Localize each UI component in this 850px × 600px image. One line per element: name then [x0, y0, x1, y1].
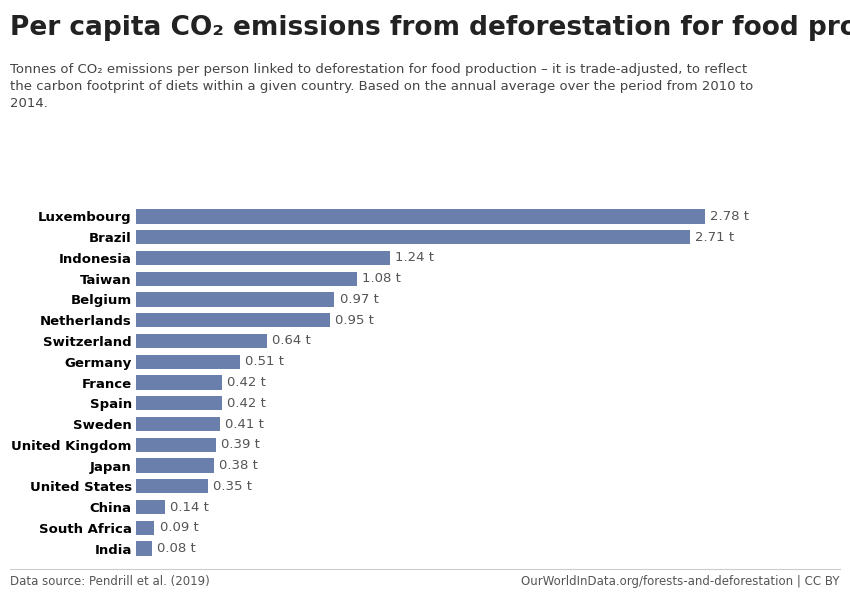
Bar [136, 396, 222, 410]
Text: Data source: Pendrill et al. (2019): Data source: Pendrill et al. (2019) [10, 575, 210, 588]
Bar [136, 417, 220, 431]
Text: 0.95 t: 0.95 t [336, 314, 374, 327]
Text: in Data: in Data [751, 37, 799, 50]
Text: 0.51 t: 0.51 t [246, 355, 285, 368]
Text: Per capita CO₂ emissions from deforestation for food production: Per capita CO₂ emissions from deforestat… [10, 15, 850, 41]
Bar [136, 521, 155, 535]
Text: Our World: Our World [742, 20, 808, 32]
Text: 0.42 t: 0.42 t [227, 397, 266, 410]
Bar [136, 541, 152, 556]
Bar [136, 479, 207, 493]
Bar [136, 230, 690, 244]
Text: Tonnes of CO₂ emissions per person linked to deforestation for food production –: Tonnes of CO₂ emissions per person linke… [10, 63, 753, 110]
Text: 0.14 t: 0.14 t [170, 500, 208, 514]
Bar [136, 438, 216, 452]
Text: 2.71 t: 2.71 t [695, 231, 734, 244]
Text: 0.97 t: 0.97 t [339, 293, 378, 306]
Bar [136, 500, 165, 514]
Bar [136, 292, 334, 307]
Bar [136, 355, 241, 369]
Text: 0.41 t: 0.41 t [225, 418, 264, 431]
Text: 0.42 t: 0.42 t [227, 376, 266, 389]
Bar [136, 251, 389, 265]
Bar [136, 376, 222, 389]
Text: 0.08 t: 0.08 t [157, 542, 196, 555]
Text: 0.38 t: 0.38 t [218, 459, 258, 472]
Bar [136, 313, 331, 327]
Text: 0.64 t: 0.64 t [272, 334, 311, 347]
Bar [136, 458, 213, 473]
Bar [136, 334, 267, 348]
Text: 1.24 t: 1.24 t [394, 251, 434, 265]
Text: 2.78 t: 2.78 t [710, 210, 749, 223]
Text: OurWorldInData.org/forests-and-deforestation | CC BY: OurWorldInData.org/forests-and-deforesta… [521, 575, 840, 588]
Text: 1.08 t: 1.08 t [362, 272, 401, 285]
Text: 0.39 t: 0.39 t [221, 438, 260, 451]
Text: 0.35 t: 0.35 t [212, 480, 252, 493]
Bar [136, 209, 705, 224]
Text: 0.09 t: 0.09 t [160, 521, 198, 534]
Bar [136, 272, 357, 286]
